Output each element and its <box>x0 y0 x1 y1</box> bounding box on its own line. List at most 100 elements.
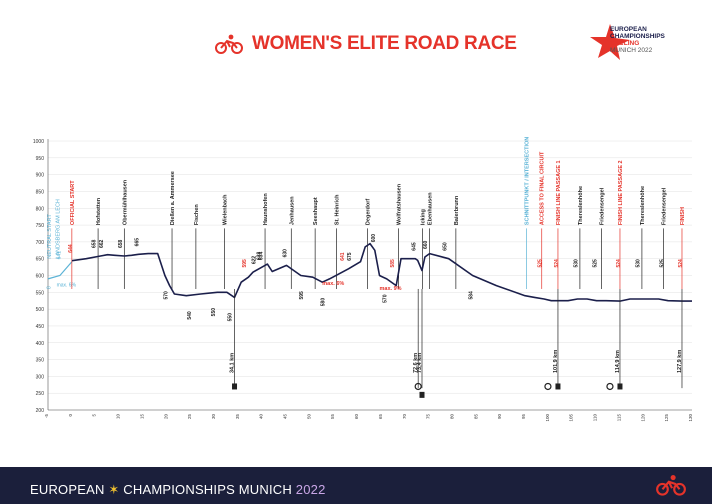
place-label: Hofstetten <box>96 197 102 225</box>
place-label: Baierbrunn <box>454 195 460 225</box>
y-tick-label: 850 <box>36 189 45 195</box>
neutral-km-label: 8 <box>46 286 52 289</box>
elevation-label: 530 <box>574 259 580 268</box>
x-tick-label: 5 <box>92 414 97 417</box>
logo-line-1: EUROPEAN <box>610 26 647 33</box>
x-tick-label: 120 <box>640 414 645 422</box>
footer-part1: EUROPEAN <box>30 482 105 497</box>
bin-icon <box>232 383 238 390</box>
place-label: Icking <box>420 209 426 225</box>
neutral-elevation-label: 641 <box>56 251 62 260</box>
x-tick-label: -5 <box>44 414 49 418</box>
elevation-label: 622 <box>252 256 258 265</box>
place-label: Friedensengel <box>661 187 667 225</box>
elevation-label: 595 <box>242 259 248 268</box>
elevation-label: 550 <box>211 308 217 317</box>
elevation-label: 658 <box>118 239 124 248</box>
y-tick-label: 900 <box>36 173 45 179</box>
x-tick-label: 100 <box>545 414 550 422</box>
distance-label: 73,4 km <box>417 353 423 373</box>
elevation-label: 585 <box>390 259 396 268</box>
distance-label: 114,9 km <box>615 350 621 373</box>
elevation-label: 650 <box>442 242 448 251</box>
bottle-icon <box>606 382 614 391</box>
x-tick-label: 25 <box>187 414 192 420</box>
distance-label: 127,9 km <box>677 350 683 373</box>
neutral-start-label: NEUTRAL START <box>47 214 53 259</box>
place-label: Dießen a. Ammersee <box>170 171 176 225</box>
y-tick-label: 950 <box>36 156 45 162</box>
place-label: FINISH LINE PASSAGE 1 <box>556 160 562 225</box>
y-tick-label: 600 <box>36 274 45 280</box>
x-tick-label: 0 <box>68 414 73 417</box>
place-label: Obermühlhausen <box>122 179 128 225</box>
neutral-gradient-label: max. 6% <box>57 282 77 288</box>
place-label: Degerdorf <box>366 199 372 225</box>
elevation-label: 525 <box>538 259 544 268</box>
elevation-profile-chart: 2002503003504004505005506006507007508008… <box>33 137 693 422</box>
elevation-label: 638 <box>256 252 262 261</box>
x-tick-label: 70 <box>402 414 407 420</box>
elevation-label: 665 <box>135 238 141 247</box>
footer-part2: CHAMPIONSHIPS MUNICH <box>123 482 292 497</box>
place-label: Wolfratshausen <box>397 183 403 225</box>
gradient-label: max. 6% <box>322 281 344 287</box>
y-tick-label: 800 <box>36 206 45 212</box>
footer-year: 2022 <box>295 482 326 497</box>
x-tick-label: 80 <box>449 414 454 420</box>
x-tick-label: 75 <box>426 414 431 420</box>
elevation-label: 540 <box>187 311 193 320</box>
x-tick-label: 35 <box>235 414 240 420</box>
y-tick-label: 750 <box>36 223 45 229</box>
place-label: Seeshaupt <box>313 197 319 225</box>
elevation-label: 641 <box>340 252 346 261</box>
title-block: WOMEN'S ELITE ROAD RACE <box>214 32 517 56</box>
bottle-icon <box>544 382 552 391</box>
cyclist-icon <box>656 474 686 496</box>
x-tick-label: 30 <box>211 414 216 420</box>
logo-line-2: CHAMPIONSHIPS <box>610 33 665 40</box>
logo-line-4: MUNICH 2022 <box>610 47 653 54</box>
footer-text: EUROPEAN ✶ CHAMPIONSHIPS MUNICH 2022 <box>30 482 326 498</box>
place-label: Wielenbach <box>223 194 229 225</box>
x-tick-label: 85 <box>473 414 478 420</box>
place-label: OFFICIAL START <box>70 180 76 225</box>
elevation-label: 570 <box>163 291 169 300</box>
x-tick-label: 110 <box>593 414 598 422</box>
elevation-label: 530 <box>636 259 642 268</box>
place-label: FINISH LINE PASSAGE 2 <box>618 160 624 225</box>
x-tick-label: 105 <box>569 414 574 422</box>
place-label: Jenhausen <box>289 196 295 225</box>
elevation-label: 645 <box>411 242 417 251</box>
place-label: Ebenhausen <box>428 192 434 225</box>
x-tick-label: 15 <box>139 414 144 420</box>
place-label: Haunshofen <box>263 193 269 225</box>
x-tick-label: 95 <box>521 414 526 420</box>
place-label: St. Heinrich <box>335 194 341 225</box>
elevation-label: 658 <box>92 239 98 248</box>
x-tick-label: 55 <box>330 414 335 420</box>
elevation-label: 644 <box>68 244 74 253</box>
x-tick-label: 20 <box>163 414 168 420</box>
x-tick-label: 125 <box>664 414 669 422</box>
footer-bar <box>0 467 712 504</box>
y-tick-label: 450 <box>36 324 45 330</box>
x-tick-label: 90 <box>497 414 502 420</box>
place-label: Thereslenhöhe <box>578 186 584 225</box>
elevation-label: 660 <box>423 240 429 249</box>
bin-icon <box>555 383 561 390</box>
elevation-label: 524 <box>554 259 560 268</box>
place-label: Friedensengel <box>599 187 605 225</box>
neutral-profile-line <box>47 261 73 280</box>
x-tick-label: 65 <box>378 414 383 420</box>
star-burst-icon <box>590 24 630 60</box>
elevation-label: 662 <box>99 239 105 248</box>
place-label: FINISH <box>680 207 686 225</box>
x-tick-label: 115 <box>616 414 621 422</box>
elevation-label: 580 <box>321 298 327 307</box>
elevation-label: 525 <box>659 259 665 268</box>
distance-label: 72,6 km <box>413 353 419 373</box>
x-tick-label: 45 <box>283 414 288 420</box>
elevation-label: 630 <box>283 249 289 258</box>
logo-line-3: CYCLING <box>610 40 640 47</box>
